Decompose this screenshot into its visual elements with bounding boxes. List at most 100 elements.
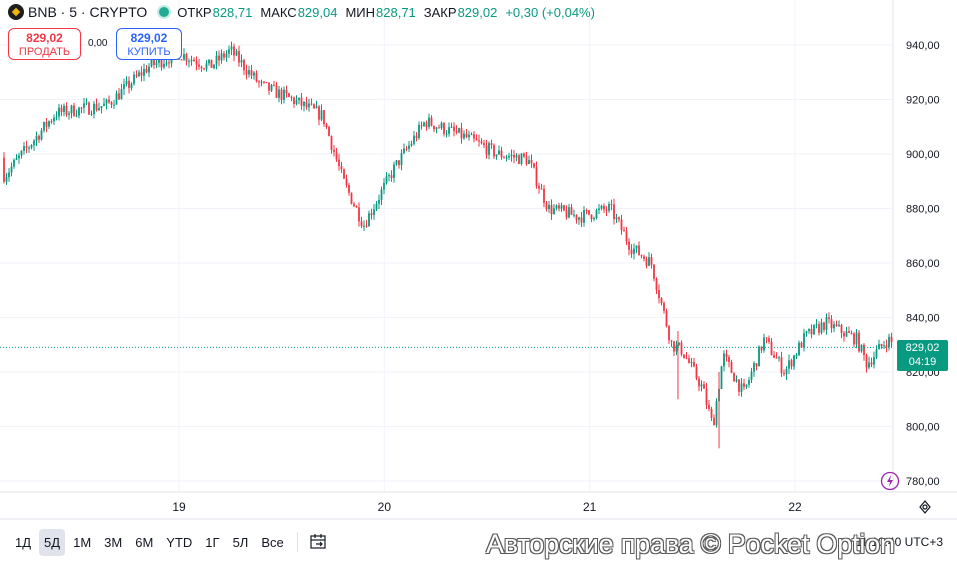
candle-body-up	[675, 344, 678, 352]
x-tick-label: 22	[788, 500, 802, 514]
candle-body-down	[275, 85, 278, 98]
candle-body-down	[425, 122, 428, 127]
candle-body-down	[210, 59, 213, 68]
candle-body-up	[380, 189, 383, 200]
candle-body-down	[530, 159, 533, 164]
candle-body-down	[660, 298, 663, 303]
candle-body-up	[838, 324, 840, 326]
time-axis[interactable]: 19 20 21 22	[172, 500, 802, 514]
candle-body-up	[833, 324, 835, 329]
candle-body-up	[188, 61, 190, 63]
candle-body-up	[30, 145, 33, 148]
timeframe-5d[interactable]: 5Д	[39, 528, 66, 556]
candle-body-up	[83, 103, 85, 108]
candle-body-up	[748, 380, 750, 385]
candle-body-up	[785, 368, 788, 375]
candle-body-down	[570, 207, 573, 215]
candle-body-down	[168, 62, 170, 64]
timeframe-ytd[interactable]: YTD	[166, 534, 193, 550]
candle-body-down	[770, 341, 773, 355]
candle-body-up	[115, 93, 118, 105]
utc-clock[interactable]: 11:10:40 UTC+3	[855, 535, 944, 549]
candle-body-up	[270, 85, 273, 91]
candle-body-down	[45, 121, 48, 127]
candle-body-down	[160, 58, 163, 68]
candle-body-up	[235, 51, 238, 56]
candle-body-down	[688, 358, 690, 363]
settings-icon[interactable]	[918, 500, 932, 514]
candle-body-down	[818, 324, 820, 333]
candle-body-down	[565, 210, 568, 218]
open-value: 828,71	[212, 4, 253, 20]
timeframe-6m[interactable]: 6М	[135, 534, 154, 550]
candle-body-up	[750, 371, 753, 381]
candle-body-down	[543, 188, 545, 203]
candle-body-down	[128, 80, 130, 89]
candle-body-up	[463, 133, 465, 139]
candle-body-up	[183, 53, 185, 60]
candle-body-down	[540, 188, 543, 190]
candle-body-down	[773, 354, 775, 358]
candle-body-down	[550, 204, 553, 214]
candle-body-down	[455, 130, 458, 133]
candle-body-up	[875, 349, 878, 358]
candle-body-down	[605, 209, 608, 211]
candle-body-down	[443, 123, 445, 134]
timeframe-1d[interactable]: 1Д	[15, 534, 32, 550]
candle-body-down	[245, 70, 248, 75]
timeframe-5y[interactable]: 5Л	[232, 534, 249, 550]
candle-body-up	[633, 248, 635, 254]
candle-body-down	[110, 102, 113, 105]
candle-body-down	[265, 82, 268, 84]
candle-body-up	[593, 217, 595, 220]
candle-body-up	[528, 159, 530, 165]
candle-body-down	[243, 60, 245, 71]
candle-body-down	[268, 82, 270, 91]
candle-body-down	[708, 404, 710, 409]
sell-button[interactable]: 829,02 ПРОДАТЬ	[8, 28, 81, 60]
candle-body-up	[678, 342, 680, 345]
symbol-title[interactable]: BNB · 5 · CRYPTO	[28, 4, 148, 20]
candle-body-down	[613, 204, 615, 220]
candle-body-up	[388, 175, 390, 177]
candle-body-down	[460, 127, 463, 139]
timeframe-1m[interactable]: 1М	[73, 534, 92, 550]
candle-body-up	[495, 154, 498, 157]
candle-body-down	[680, 342, 683, 355]
candle-body-down	[835, 324, 838, 326]
date-range-icon[interactable]	[308, 532, 328, 552]
candle-body-down	[843, 333, 845, 337]
candle-body-down	[533, 163, 535, 168]
candle-body-up	[583, 210, 585, 223]
candle-body-up	[35, 135, 38, 141]
candle-body-up	[458, 127, 460, 133]
candle-body-down	[853, 333, 855, 345]
candle-body-up	[103, 103, 105, 106]
timeframe-1y[interactable]: 1Г	[205, 534, 220, 550]
chart-header: BNB · 5 · CRYPTO ОТКР 828,71 МАКС 829,04…	[0, 0, 957, 24]
low-label: МИН	[345, 4, 376, 20]
candle-body-up	[648, 257, 650, 266]
candle-body-down	[590, 214, 593, 220]
x-tick-label: 20	[378, 500, 392, 514]
candle-body-down	[705, 388, 708, 405]
candle-body-down	[563, 205, 565, 211]
timeframe-3m[interactable]: 3М	[104, 534, 123, 550]
candle-body-up	[373, 209, 375, 216]
sell-price: 829,02	[26, 31, 63, 45]
price-axis[interactable]: 780,00800,00820,00840,00860,00880,00900,…	[906, 40, 940, 488]
candle-body-down	[725, 353, 728, 358]
candle-body-up	[468, 134, 470, 138]
candle-body-up	[253, 72, 255, 76]
y-tick-label: 800,00	[906, 422, 940, 434]
alert-icon[interactable]	[880, 471, 900, 491]
candle-body-down	[610, 204, 613, 206]
buy-button[interactable]: 829,02 КУПИТЬ	[116, 28, 182, 60]
candle-body-up	[143, 68, 145, 76]
candle-body-up	[413, 135, 415, 144]
timeframe-all[interactable]: Все	[261, 534, 284, 550]
candle-body-up	[248, 70, 250, 75]
candle-body-down	[738, 379, 740, 392]
candle-body-up	[55, 116, 58, 118]
